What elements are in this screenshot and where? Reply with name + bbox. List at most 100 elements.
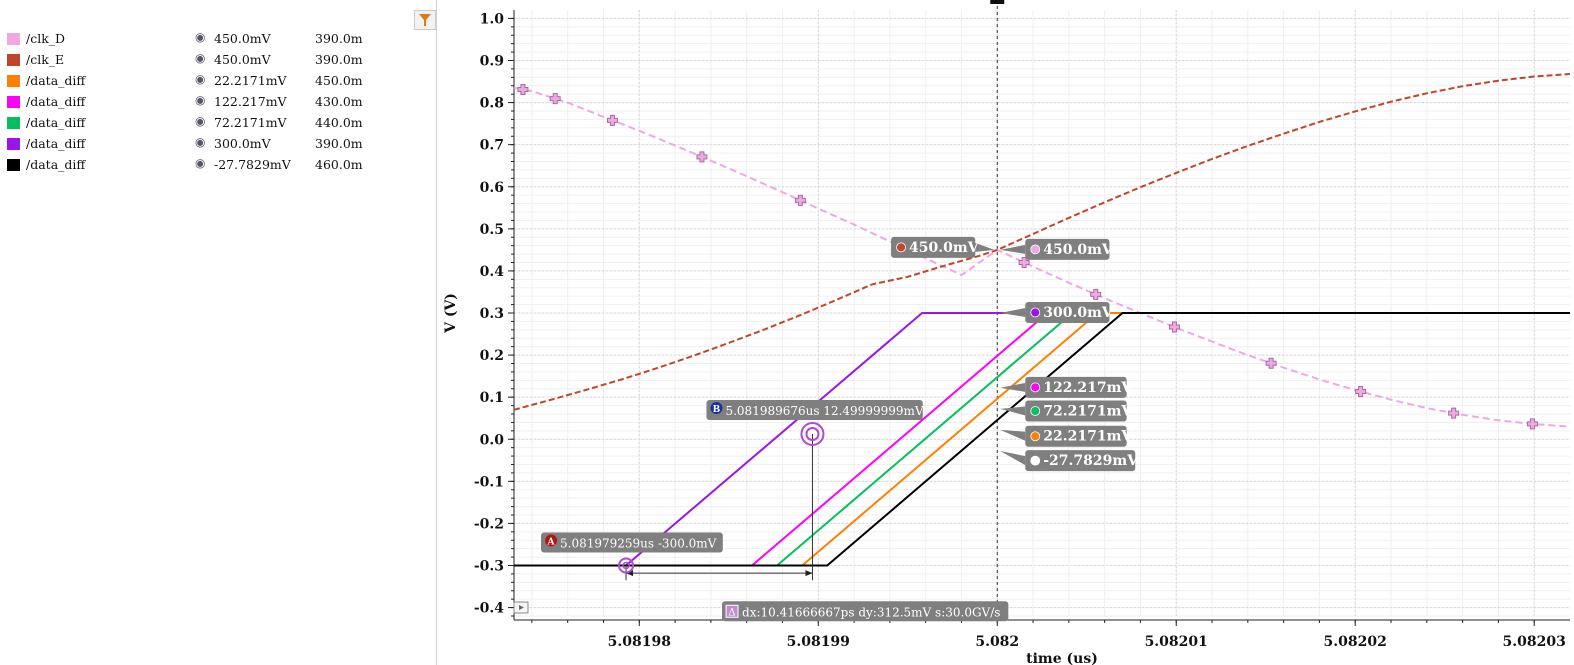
value-label-box[interactable] xyxy=(1025,450,1136,472)
legend-swatch xyxy=(7,75,20,87)
series-point[interactable] xyxy=(1265,357,1277,369)
legend-swatch xyxy=(7,159,20,171)
series-line[interactable] xyxy=(513,73,1571,411)
series-point[interactable] xyxy=(1168,321,1180,333)
plus-marker xyxy=(1355,385,1367,397)
legend-signal-name: /data_diff xyxy=(26,115,86,130)
legend-swatch xyxy=(7,33,20,45)
series-point[interactable] xyxy=(549,93,561,105)
delta-arrow-right xyxy=(805,570,813,577)
value-label-box[interactable] xyxy=(1025,400,1127,422)
value-label-dot xyxy=(1030,307,1041,318)
value-label-text: 72.2171mV xyxy=(1043,403,1133,419)
series-point[interactable] xyxy=(696,151,708,163)
funnel-icon xyxy=(419,14,431,26)
value-label-dot xyxy=(1030,244,1041,255)
y-tick-label: -0.4 xyxy=(474,601,504,617)
plus-marker xyxy=(1265,357,1277,369)
value-label-pointer xyxy=(1000,406,1026,416)
legend-value: 72.2171mV xyxy=(214,115,287,130)
eye-icon[interactable]: ◉ xyxy=(195,30,206,44)
eye-icon[interactable]: ◉ xyxy=(195,135,206,149)
legend-value-secondary: 390.0m xyxy=(315,136,363,151)
value-label-dot xyxy=(1030,406,1041,416)
legend-signal-name: /clk_E xyxy=(26,52,65,67)
eye-icon[interactable]: ◉ xyxy=(195,114,206,128)
value-label-dot xyxy=(1030,431,1041,442)
series-point[interactable] xyxy=(1090,288,1102,300)
delta-arrow-left xyxy=(626,570,634,577)
marker-b-target[interactable] xyxy=(800,421,825,446)
legend-row[interactable]: /data_diff ◉ 22.2171mV 450.0m xyxy=(0,71,436,92)
legend-row[interactable]: /clk_D ◉ 450.0mV 390.0m xyxy=(0,29,436,50)
series-point[interactable] xyxy=(1018,257,1030,268)
delta-label-badge-letter: Δ xyxy=(728,607,735,618)
marker-b-label-text: 5.081989676us 12.49999999mV xyxy=(725,404,923,418)
marker-a-label-box[interactable] xyxy=(541,532,723,553)
series-point[interactable] xyxy=(1448,407,1460,419)
x-axis-label: time (us) xyxy=(1026,651,1098,665)
legend-row[interactable]: /data_diff ◉ 122.217mV 430.0m xyxy=(0,92,436,113)
legend-value-secondary: 390.0m xyxy=(315,31,363,46)
eye-icon[interactable]: ◉ xyxy=(195,93,206,107)
value-label-box[interactable] xyxy=(1025,302,1110,323)
series-point[interactable] xyxy=(1526,418,1538,430)
value-label-text: 300.0mV xyxy=(1043,305,1114,321)
value-label-box[interactable] xyxy=(891,236,976,258)
x-tick-label: 5.08202 xyxy=(1324,634,1387,650)
legend-row[interactable]: /data_diff ◉ 72.2171mV 440.0m xyxy=(0,113,436,134)
series-point[interactable] xyxy=(606,114,618,126)
series-point[interactable] xyxy=(517,84,529,96)
series-point[interactable] xyxy=(1355,385,1367,397)
legend-swatch xyxy=(7,117,20,129)
series-line[interactable] xyxy=(514,312,1570,567)
legend-value-secondary: 440.0m xyxy=(315,115,363,130)
legend-row[interactable]: /data_diff ◉ -27.7829mV 460.0m xyxy=(0,155,436,176)
value-label-text: 450.0mV xyxy=(909,240,980,256)
x-tick-label: 5.08199 xyxy=(787,634,850,650)
value-label-text: 22.2171mV xyxy=(1043,429,1133,445)
legend-value: 450.0mV xyxy=(214,52,271,67)
value-label-dot xyxy=(1030,455,1041,466)
value-label-box[interactable] xyxy=(1025,238,1110,260)
eye-icon[interactable]: ◉ xyxy=(195,51,206,65)
series-line[interactable] xyxy=(513,86,1571,428)
legend-swatch xyxy=(7,138,20,150)
legend-row[interactable]: /clk_E ◉ 450.0mV 390.0m xyxy=(0,50,436,71)
marker-a-target-inner xyxy=(622,561,630,570)
delta-label-text: dx:10.41666667ps dy:312.5mV s:30.0GV/s xyxy=(742,605,1000,619)
value-label-pointer xyxy=(1000,382,1026,392)
marker-b-label-badge xyxy=(710,401,723,414)
marker-a-target[interactable] xyxy=(618,557,635,574)
delta-label-box[interactable] xyxy=(722,601,1009,622)
value-label-box[interactable] xyxy=(1025,376,1127,398)
vertical-cursor-handle[interactable] xyxy=(990,0,1005,4)
plus-marker xyxy=(1448,407,1460,419)
legend-signal-name: /data_diff xyxy=(26,94,86,109)
legend-swatch xyxy=(7,54,20,66)
value-label-box[interactable] xyxy=(1025,425,1127,447)
eye-icon[interactable]: ◉ xyxy=(195,72,206,86)
x-tick-label: 5.08203 xyxy=(1503,634,1566,650)
legend-value-secondary: 390.0m xyxy=(315,52,363,67)
filter-icon[interactable] xyxy=(414,10,436,30)
plus-marker xyxy=(606,114,618,126)
legend-panel: /clk_D ◉ 450.0mV 390.0m/clk_E ◉ 450.0mV 390.0m… xyxy=(0,0,437,665)
legend-signal-name: /clk_D xyxy=(26,31,66,46)
play-icon xyxy=(519,605,524,610)
y-tick-label: 0.7 xyxy=(480,138,504,154)
legend-value: 22.2171mV xyxy=(214,73,287,88)
series-point[interactable] xyxy=(794,194,806,206)
y-tick-label: -0.3 xyxy=(474,559,504,575)
x-tick-label: 5.08201 xyxy=(1145,634,1208,650)
value-label-pointer xyxy=(1000,429,1026,441)
y-tick-label: 0.5 xyxy=(480,222,504,238)
legend-signal-name: /data_diff xyxy=(26,136,86,151)
eye-icon[interactable]: ◉ xyxy=(195,156,206,170)
legend-swatch xyxy=(7,96,20,108)
marker-b-label-box[interactable] xyxy=(706,399,923,420)
plus-marker xyxy=(794,194,806,206)
waveform-plot[interactable]: 1.0 0.9 0.8 0.7 0.6 0.5 0.4 0.3 0.2 0.1 0.0 -0.1 -0.… xyxy=(437,0,1574,665)
legend-row[interactable]: /data_diff ◉ 300.0mV 390.0m xyxy=(0,134,436,155)
y-tick-label: 0.8 xyxy=(480,96,504,112)
